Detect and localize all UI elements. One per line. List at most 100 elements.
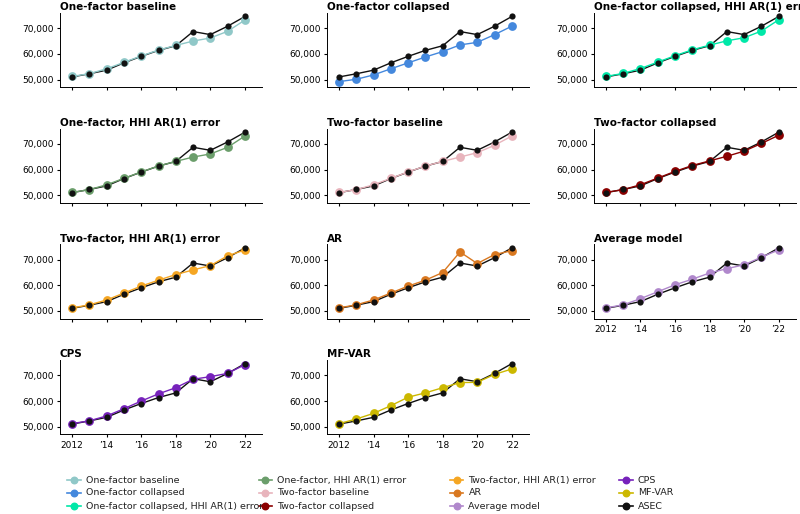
- Point: [419, 389, 432, 397]
- Point: [634, 66, 647, 75]
- Point: [222, 143, 234, 152]
- Point: [454, 375, 466, 383]
- Point: [454, 153, 466, 161]
- Point: [186, 375, 199, 383]
- Point: [599, 304, 612, 312]
- Point: [222, 22, 234, 30]
- Point: [135, 52, 148, 60]
- Text: ASEC: ASEC: [638, 502, 662, 511]
- Point: [333, 304, 346, 312]
- Point: [170, 41, 182, 49]
- Point: [66, 304, 78, 312]
- Point: [222, 369, 234, 377]
- Point: [721, 265, 734, 273]
- Point: [703, 41, 716, 49]
- Point: [703, 42, 716, 50]
- Point: [350, 417, 362, 425]
- Point: [471, 38, 484, 46]
- Point: [100, 180, 113, 189]
- Point: [100, 66, 113, 75]
- Point: [135, 168, 148, 176]
- Point: [367, 66, 380, 75]
- Point: [506, 365, 518, 373]
- Point: [419, 53, 432, 61]
- Text: One-factor, HHI AR(1) error: One-factor, HHI AR(1) error: [60, 118, 220, 128]
- Point: [471, 378, 484, 386]
- Point: [402, 393, 414, 401]
- Point: [488, 370, 501, 378]
- Point: [333, 78, 346, 86]
- Point: [738, 261, 750, 269]
- Point: [634, 298, 647, 306]
- Point: [66, 419, 78, 428]
- Point: [83, 417, 96, 425]
- Point: [772, 131, 785, 139]
- Point: [152, 46, 165, 54]
- Point: [669, 168, 682, 176]
- Point: [385, 65, 398, 73]
- Point: [204, 262, 217, 270]
- Point: [506, 244, 518, 252]
- Point: [238, 359, 251, 368]
- Point: [506, 247, 518, 255]
- Point: [170, 42, 182, 50]
- Point: [454, 41, 466, 49]
- Point: [333, 419, 346, 428]
- Point: [83, 301, 96, 309]
- Point: [686, 162, 698, 170]
- Point: [703, 269, 716, 277]
- Point: [238, 360, 251, 369]
- Point: [186, 266, 199, 274]
- Point: [170, 389, 182, 397]
- Point: [686, 278, 698, 286]
- Point: [204, 150, 217, 158]
- Point: [66, 73, 78, 81]
- Point: [772, 128, 785, 136]
- Point: [436, 42, 449, 50]
- Point: [488, 138, 501, 146]
- Point: [471, 378, 484, 387]
- Point: [100, 65, 113, 73]
- Point: [100, 413, 113, 421]
- Point: [686, 275, 698, 283]
- Point: [506, 359, 518, 368]
- Point: [222, 138, 234, 146]
- Point: [703, 157, 716, 166]
- Point: [238, 16, 251, 24]
- Point: [83, 186, 96, 194]
- Point: [135, 284, 148, 292]
- Point: [721, 152, 734, 160]
- Point: [436, 157, 449, 166]
- Point: [454, 143, 466, 152]
- Point: [135, 52, 148, 61]
- Point: [186, 143, 199, 152]
- Point: [83, 186, 96, 194]
- Point: [651, 174, 664, 182]
- Point: [402, 282, 414, 290]
- Point: [651, 288, 664, 296]
- Point: [222, 253, 234, 262]
- Point: [100, 298, 113, 306]
- Point: [66, 72, 78, 81]
- Point: [186, 259, 199, 267]
- Point: [721, 27, 734, 35]
- Point: [402, 59, 414, 67]
- Point: [152, 162, 165, 170]
- Point: [617, 301, 630, 309]
- Point: [83, 69, 96, 78]
- Point: [651, 290, 664, 299]
- Point: [599, 188, 612, 196]
- Point: [772, 15, 785, 24]
- Point: [549, 204, 562, 212]
- Point: [118, 405, 130, 413]
- Point: [367, 71, 380, 79]
- Point: [419, 46, 432, 54]
- Point: [135, 397, 148, 405]
- Point: [454, 248, 466, 256]
- Point: [419, 278, 432, 286]
- Point: [135, 399, 148, 408]
- Point: [454, 27, 466, 35]
- Point: [152, 46, 165, 54]
- Point: [669, 167, 682, 175]
- Point: [755, 253, 768, 261]
